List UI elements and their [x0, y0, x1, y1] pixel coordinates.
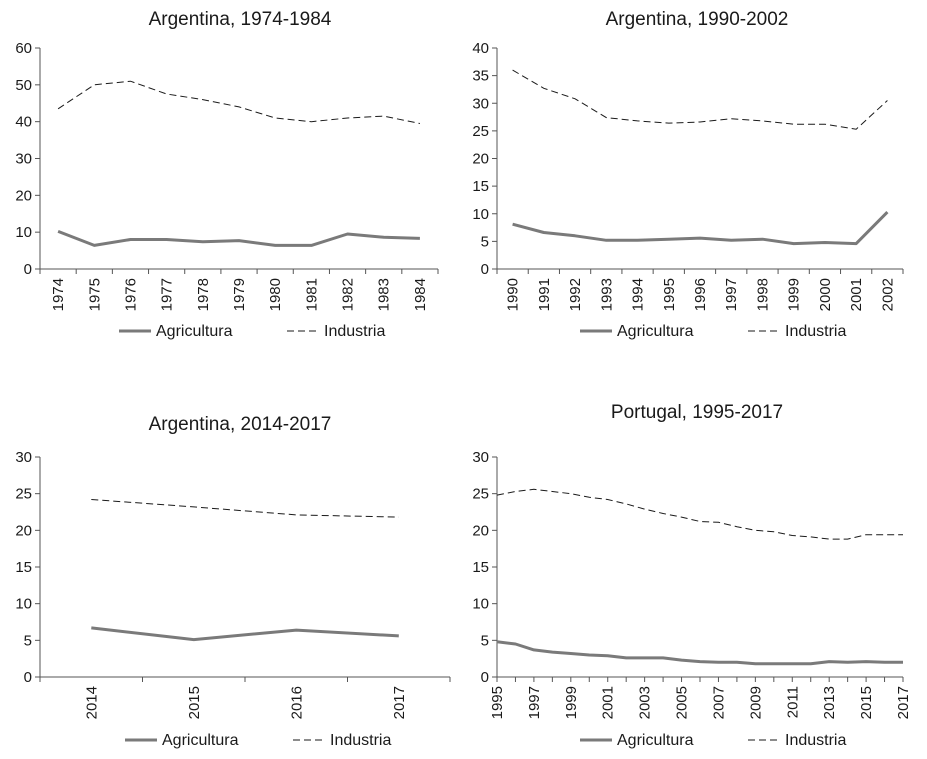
y-tick-label: 5 [24, 632, 32, 649]
x-tick-label: 2007 [710, 686, 727, 719]
x-tick-label: 1979 [231, 278, 248, 311]
series-line-agricultura [496, 640, 903, 666]
series-line-industria [512, 69, 888, 130]
legend: Agricultura Industria [125, 732, 391, 749]
x-tick-label: 1978 [195, 278, 212, 311]
y-tick-label: 20 [15, 522, 32, 539]
x-tick-label: 1981 [303, 278, 320, 311]
series-line-agricultura [512, 211, 889, 246]
x-tick-label: 1982 [340, 278, 357, 311]
y-tick-label: 10 [472, 596, 489, 613]
legend-label-agricultura: Agricultura [162, 732, 239, 749]
y-tick-label: 5 [481, 233, 489, 250]
y-tick-label: 25 [15, 486, 32, 503]
chart-title: Argentina, 1974-1984 [149, 9, 332, 30]
x-tick-label: 2011 [784, 686, 801, 718]
x-tick-label: 1984 [412, 278, 429, 311]
x-tick-label: 2000 [817, 278, 834, 311]
legend: Agricultura Industria [580, 323, 846, 340]
x-tick-label: 1999 [563, 686, 580, 719]
x-tick-label: 1998 [754, 278, 771, 311]
y-tick-label: 30 [472, 95, 489, 112]
x-tick-label: 1980 [267, 278, 284, 311]
legend-label-agricultura: Agricultura [156, 323, 233, 340]
y-tick-label: 35 [472, 68, 489, 85]
x-tick-label: 2001 [848, 278, 865, 311]
x-tick-label: 1994 [630, 278, 647, 311]
series-line-industria [496, 488, 903, 540]
x-tick-label: 1975 [86, 278, 103, 311]
y-tick-label: 0 [481, 669, 489, 686]
x-tick-label: 2013 [821, 686, 838, 719]
x-tick-label: 2015 [186, 686, 203, 719]
chart-title: Argentina, 1990-2002 [606, 9, 789, 30]
y-tick-label: 0 [24, 261, 32, 278]
y-tick-label: 20 [472, 151, 489, 168]
x-tick-label: 2001 [600, 686, 617, 719]
y-tick-label: 15 [15, 559, 32, 576]
x-tick-label: 1974 [50, 278, 67, 311]
x-tick-label: 2003 [637, 686, 654, 719]
x-tick-label: 1990 [505, 278, 522, 311]
series-line-agricultura [91, 626, 399, 642]
x-tick-label: 2016 [288, 686, 305, 719]
y-tick-label: 60 [15, 40, 32, 57]
legend-label-agricultura: Agricultura [617, 732, 694, 749]
y-tick-label: 50 [15, 77, 32, 94]
chart-argentina-1990-2002: Argentina, 1990-2002 0 5 10 15 20 25 30 35 40 1990… [472, 9, 904, 340]
chart-title: Portugal, 1995-2017 [611, 402, 783, 423]
y-tick-label: 10 [472, 206, 489, 223]
y-tick-label: 15 [472, 178, 489, 195]
chart-argentina-1974-1984: Argentina, 1974-1984 0 10 20 30 40 50 60 1974 197… [15, 9, 439, 340]
x-tick-label: 1997 [723, 278, 740, 311]
x-tick-label: 1995 [489, 686, 506, 719]
x-tick-label: 2014 [83, 686, 100, 719]
y-tick-label: 40 [472, 40, 489, 57]
x-tick-label: 1992 [567, 278, 584, 311]
y-tick-label: 5 [481, 632, 489, 649]
y-tick-label: 20 [472, 522, 489, 539]
x-tick-label: 1993 [598, 278, 615, 311]
y-tick-label: 20 [15, 187, 32, 204]
y-tick-label: 30 [15, 449, 32, 466]
x-tick-label: 2017 [895, 686, 912, 719]
legend-label-industria: Industria [330, 732, 391, 749]
y-tick-label: 10 [15, 224, 32, 241]
legend-label-industria: Industria [785, 732, 846, 749]
series-line-industria [91, 499, 399, 518]
y-tick-label: 0 [24, 669, 32, 686]
legend: Agricultura Industria [119, 323, 385, 340]
y-tick-label: 30 [15, 151, 32, 168]
y-tick-label: 10 [15, 596, 32, 613]
y-tick-label: 40 [15, 114, 32, 131]
x-tick-label: 2005 [674, 686, 691, 719]
y-tick-label: 25 [472, 486, 489, 503]
y-tick-label: 30 [472, 449, 489, 466]
chart-portugal-1995-2017: Portugal, 1995-2017 0 5 10 15 20 25 30 1995 1997 1… [472, 402, 912, 749]
y-tick-label: 0 [481, 261, 489, 278]
legend: Agricultura Industria [580, 732, 846, 749]
x-tick-label: 1995 [661, 278, 678, 311]
y-tick-label: 25 [472, 123, 489, 140]
x-tick-label: 1997 [526, 686, 543, 719]
legend-label-industria: Industria [324, 323, 385, 340]
legend-label-agricultura: Agricultura [617, 323, 694, 340]
series-line-agricultura [57, 230, 420, 247]
chart-argentina-2014-2017: Argentina, 2014-2017 0 5 10 15 20 25 30 2014 2015… [15, 414, 451, 749]
x-tick-label: 1991 [536, 278, 553, 311]
x-tick-label: 1996 [692, 278, 709, 311]
x-tick-label: 2015 [858, 686, 875, 719]
x-tick-label: 1977 [159, 278, 176, 311]
series-line-industria [57, 80, 421, 124]
x-tick-label: 1999 [786, 278, 803, 311]
chart-title: Argentina, 2014-2017 [149, 414, 332, 435]
x-tick-label: 2009 [747, 686, 764, 719]
x-tick-label: 2002 [879, 278, 896, 311]
x-tick-label: 1983 [376, 278, 393, 311]
y-tick-label: 15 [472, 559, 489, 576]
legend-label-industria: Industria [785, 323, 846, 340]
x-tick-label: 1976 [122, 278, 139, 311]
x-tick-label: 2017 [391, 686, 408, 719]
